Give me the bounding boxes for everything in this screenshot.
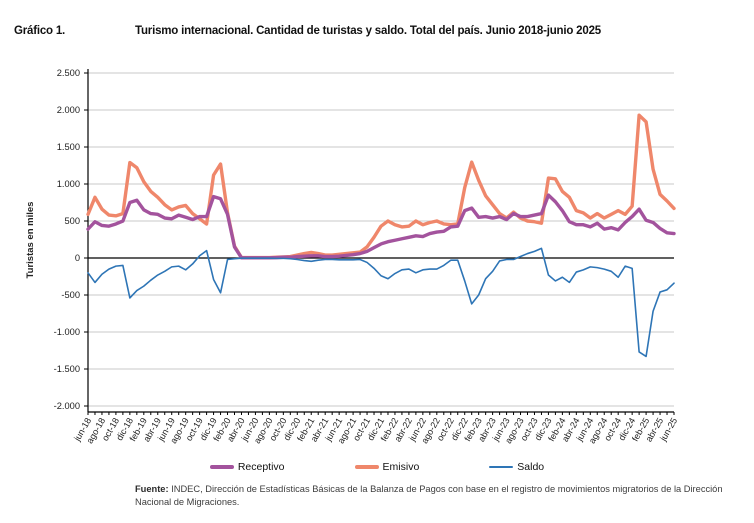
emisivo-line-swatch	[354, 465, 379, 469]
chart-canvas: Turistas en miles 2.500 2.000 1.500 1.000 50…	[25, 68, 679, 445]
chart: Turistas en miles 2.500 2.000 1.500 1.000 50…	[0, 50, 754, 460]
chart-legend: Receptivo Emisivo Saldo	[0, 461, 754, 473]
y-tick-label: 0	[75, 253, 80, 263]
y-tick-label: -500	[61, 290, 80, 300]
legend-label-saldo: Saldo	[517, 461, 545, 473]
series-emisivo	[86, 113, 676, 260]
source-text: INDEC, Dirección de Estadísticas Básicas…	[135, 484, 723, 507]
y-tick-label: -1.500	[54, 364, 80, 374]
legend-label-emisivo: Emisivo	[382, 461, 420, 473]
legend-item-emisivo: Emisivo	[354, 461, 420, 473]
source-note: Fuente: INDEC, Dirección de Estadísticas…	[135, 483, 731, 509]
source-label: Fuente:	[135, 484, 169, 494]
chart-title: Turismo internacional. Cantidad de turis…	[135, 25, 601, 37]
y-axis-title: Turistas en miles	[25, 202, 36, 279]
y-tick-label: 2.500	[57, 68, 80, 78]
y-tick-label: 500	[64, 216, 80, 226]
y-tick-label: -1.000	[54, 327, 80, 337]
legend-item-receptivo: Receptivo	[209, 461, 285, 473]
y-tick-label: 1.000	[57, 179, 80, 189]
y-tick-label: 2.000	[57, 105, 80, 115]
saldo-line-swatch	[489, 466, 514, 468]
y-tick-label: -2.000	[54, 401, 80, 411]
receptivo-line-swatch	[209, 465, 234, 469]
series-receptivo	[86, 193, 676, 260]
y-tick-label: 1.500	[57, 142, 80, 152]
legend-item-saldo: Saldo	[489, 461, 544, 473]
legend-label-receptivo: Receptivo	[237, 461, 285, 473]
figure-number: Gráfico 1.	[14, 25, 66, 37]
series-saldo	[87, 247, 675, 358]
